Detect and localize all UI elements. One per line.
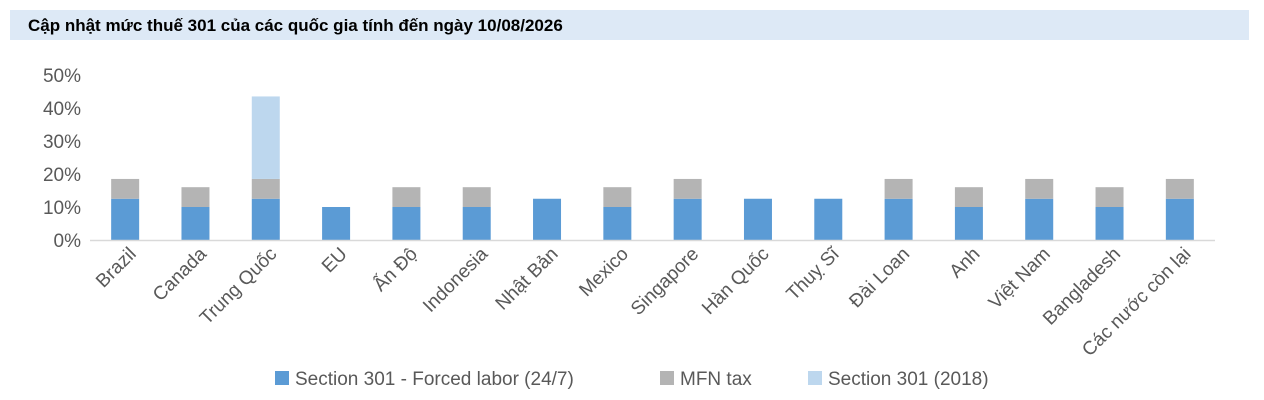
bar-segment-forced-labor <box>322 207 351 240</box>
chart-title-bar: Cập nhật mức thuế 301 của các quốc gia t… <box>10 10 1249 40</box>
category-label: Thuỵ Sĩ <box>783 243 845 305</box>
bar-segment-forced-labor <box>251 198 280 240</box>
y-tick-label: 20% <box>43 165 81 186</box>
bar-segment-forced-labor <box>673 198 702 240</box>
legend-swatch-forced-labor <box>275 371 289 385</box>
bar-segment-forced-labor <box>392 207 421 240</box>
category-label: Việt Nam <box>985 244 1055 314</box>
bar-segment-mfn <box>111 178 140 199</box>
bars-group <box>111 96 1194 240</box>
bar-segment-forced-labor <box>954 207 983 240</box>
bar-segment-mfn <box>251 178 280 199</box>
y-tick-label: 50% <box>43 66 81 87</box>
bar-segment-mfn <box>392 187 421 207</box>
bar-segment-forced-labor <box>884 198 913 240</box>
category-label: Canada <box>149 243 211 305</box>
bar-segment-mfn <box>1025 178 1054 199</box>
bar-segment-mfn <box>1165 178 1194 199</box>
bar-segment-mfn <box>603 187 632 207</box>
y-tick-label: 30% <box>43 132 81 153</box>
bar-segment-mfn <box>673 178 702 199</box>
bar-segment-forced-labor <box>743 198 772 240</box>
y-tick-label: 10% <box>43 198 81 219</box>
bar-segment-forced-labor <box>533 198 562 240</box>
bar-segment-section-2018 <box>251 96 280 179</box>
bar-segment-mfn <box>181 187 210 207</box>
bar-segment-forced-labor <box>603 207 632 240</box>
bar-segment-mfn <box>1095 187 1124 207</box>
category-label: Brazil <box>92 244 140 292</box>
bar-segment-forced-labor <box>181 207 210 240</box>
category-label: Đài Loan <box>845 244 914 313</box>
category-label: Nhật Bản <box>492 244 563 315</box>
category-label: Indonesia <box>419 243 492 316</box>
category-label: Anh <box>946 244 985 283</box>
legend-swatch-section-2018 <box>808 371 822 385</box>
bar-segment-forced-labor <box>462 207 491 240</box>
bar-segment-mfn <box>462 187 491 207</box>
y-tick-label: 40% <box>43 99 81 120</box>
y-axis: 0% 10% 20% 30% 40% 50% <box>43 66 81 252</box>
bar-segment-forced-labor <box>814 198 843 240</box>
bar-segment-forced-labor <box>1095 207 1124 240</box>
category-label: EU <box>318 244 352 278</box>
category-label: Mexico <box>575 244 632 301</box>
legend: Section 301 - Forced labor (24/7) MFN tax… <box>275 369 989 390</box>
category-label: Singapore <box>627 244 703 320</box>
category-label: Hàn Quốc <box>698 244 773 319</box>
chart-title: Cập nhật mức thuế 301 của các quốc gia t… <box>28 16 563 35</box>
bar-segment-forced-labor <box>1025 198 1054 240</box>
bar-segment-forced-labor <box>111 198 140 240</box>
bar-segment-mfn <box>884 178 913 199</box>
legend-label-section-2018: Section 301 (2018) <box>828 369 989 390</box>
bar-segment-mfn <box>954 187 983 207</box>
bar-segment-forced-labor <box>1165 198 1194 240</box>
category-label: Ấn Độ <box>369 243 422 296</box>
legend-label-mfn: MFN tax <box>680 369 752 390</box>
y-tick-label: 0% <box>54 231 82 252</box>
legend-label-forced-labor: Section 301 - Forced labor (24/7) <box>295 369 574 390</box>
legend-swatch-mfn <box>660 371 674 385</box>
